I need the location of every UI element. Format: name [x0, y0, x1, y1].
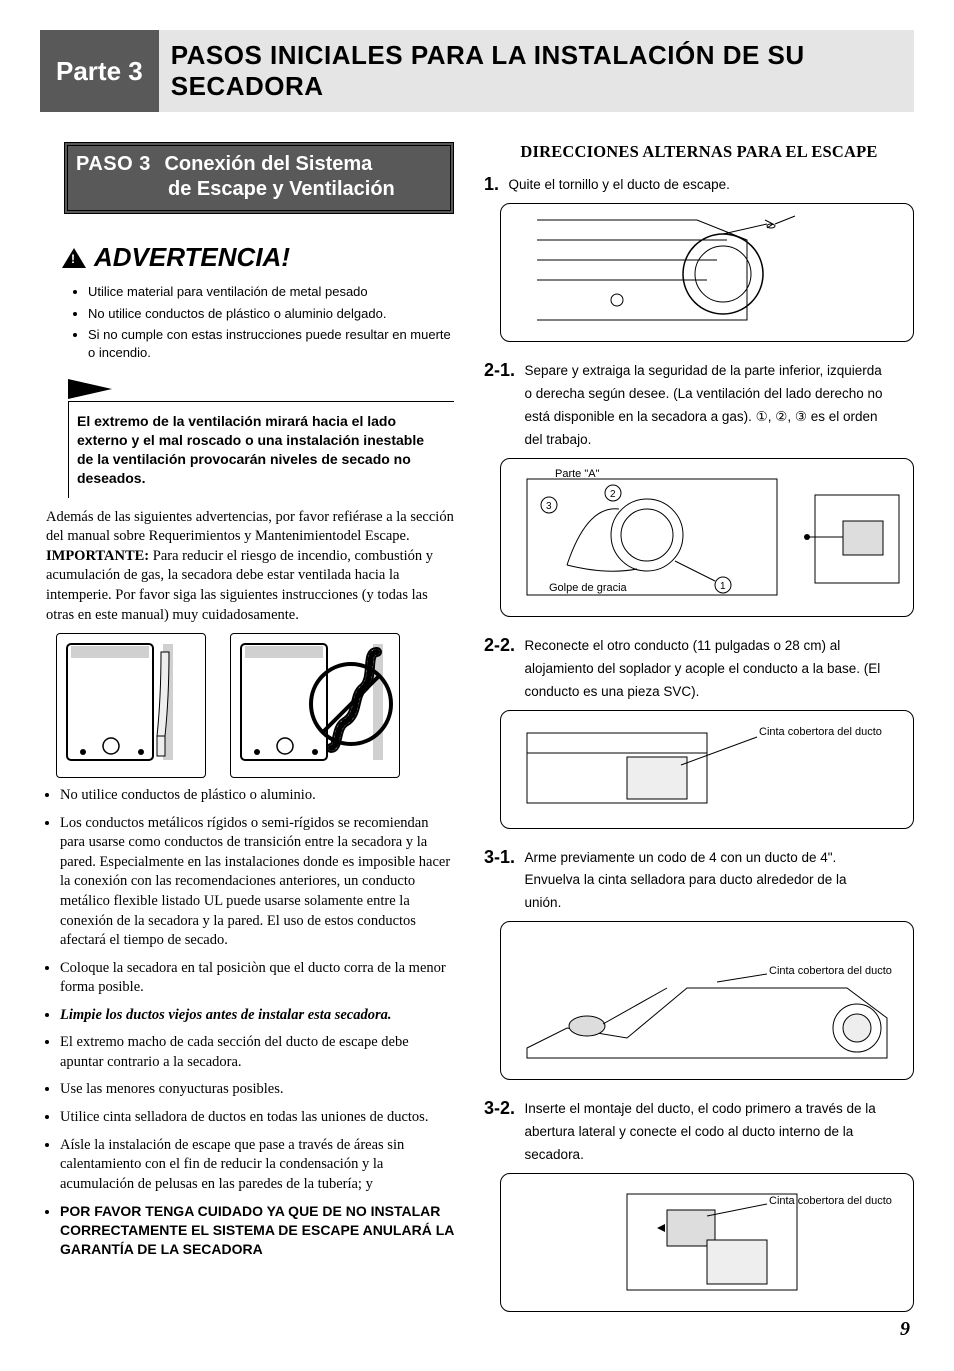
- part-box: Parte 3: [40, 30, 159, 112]
- label-cinta: Cinta cobertora del ducto: [759, 726, 882, 738]
- diagram-2-2: Cinta cobertora del ducto: [500, 710, 914, 829]
- warning-triangle-icon: [62, 248, 86, 268]
- step-line1: Conexión del Sistema: [164, 153, 372, 175]
- step-1: 1. Quite el tornillo y el ducto de escap…: [484, 174, 914, 197]
- intro-important: IMPORTANTE:: [46, 548, 149, 564]
- bullet-item: Use las menores conyucturas posibles.: [60, 1080, 454, 1100]
- step-2-1: 2-1. Separe y extraiga la seguridad de l…: [484, 360, 914, 452]
- intro-paragraph: Además de las siguientes advertencias, p…: [46, 508, 454, 625]
- step-label: PASO 3: [76, 153, 151, 175]
- title-row: Parte 3 PASOS INICIALES PARA LA INSTALAC…: [40, 30, 914, 112]
- step-text: Quite el tornillo y el ducto de escape.: [509, 174, 730, 197]
- intro-before: Además de las siguientes advertencias, p…: [46, 509, 454, 545]
- warning-item: No utilice conductos de plástico o alumi…: [88, 305, 454, 323]
- step-num: 2-1.: [484, 360, 515, 381]
- step-num: 1.: [484, 174, 499, 195]
- bullet-item: Los conductos metálicos rígidos o semi-r…: [60, 814, 454, 951]
- right-column: DIRECCIONES ALTERNAS PARA EL ESCAPE 1. Q…: [484, 142, 914, 1341]
- warning-list: Utilice material para ventilación de met…: [88, 283, 454, 361]
- bullet-item: Utilice cinta selladora de ductos en tod…: [60, 1108, 454, 1128]
- bullet-item: No utilice conductos de plástico o alumi…: [60, 786, 454, 806]
- diagram-1: [500, 203, 914, 342]
- warning-item: Si no cumple con estas instrucciones pue…: [88, 326, 454, 361]
- figure-row: [56, 633, 454, 778]
- step-num: 2-2.: [484, 635, 515, 656]
- bullet-item: Aísle la instalación de escape que pase …: [60, 1136, 454, 1195]
- step-3-1: 3-1. Arme previamente un codo de 4 con u…: [484, 847, 914, 916]
- warning-heading-text: ADVERTENCIA!: [94, 242, 290, 273]
- warning-item: Utilice material para ventilación de met…: [88, 283, 454, 301]
- label-parte-a: Parte "A": [555, 468, 600, 480]
- step-num: 3-2.: [484, 1098, 515, 1119]
- step-2-2: 2-2. Reconecte el otro conducto (11 pulg…: [484, 635, 914, 704]
- step-box: PASO 3 Conexión del Sistema de Escape y …: [64, 142, 454, 214]
- label-golpe: Golpe de gracia: [549, 582, 628, 594]
- bullet-list: No utilice conductos de plástico o alumi…: [60, 786, 454, 1259]
- page-number: 9: [484, 1318, 914, 1341]
- label-cinta: Cinta cobertora del ducto: [769, 1195, 892, 1207]
- bullet-item: Coloque la secadora en tal posiciòn que …: [60, 959, 454, 998]
- diagram-2-1: Parte "A" Golpe de gracia 3 2 1: [500, 458, 914, 617]
- warning-heading: ADVERTENCIA!: [62, 242, 454, 273]
- svg-text:1: 1: [720, 581, 726, 592]
- diagram-3-1: Cinta cobertora del ducto: [500, 921, 914, 1080]
- step-text: Inserte el montaje del ducto, el codo pr…: [525, 1098, 885, 1167]
- bullet-item-emph: Limpie los ductos viejos antes de instal…: [60, 1006, 454, 1026]
- step-text: Separe y extraiga la seguridad de la par…: [525, 360, 885, 452]
- callout-box: El extremo de la ventilación mirará haci…: [68, 401, 454, 498]
- figure-good: [56, 633, 206, 778]
- bullet-item: El extremo macho de cada sección del duc…: [60, 1033, 454, 1072]
- bullet-item-bold: POR FAVOR TENGA CUIDADO YA QUE DE NO INS…: [60, 1202, 454, 1259]
- figure-bad: [230, 633, 400, 778]
- step-text: Reconecte el otro conducto (11 pulgadas …: [525, 635, 885, 704]
- left-column: PASO 3 Conexión del Sistema de Escape y …: [40, 142, 454, 1341]
- svg-text:3: 3: [546, 501, 552, 512]
- svg-text:2: 2: [610, 489, 616, 500]
- step-line2: de Escape y Ventilación: [76, 177, 442, 202]
- step-num: 3-1.: [484, 847, 515, 868]
- title-bar: PASOS INICIALES PARA LA INSTALACIÓN DE S…: [159, 30, 914, 112]
- label-cinta: Cinta cobertora del ducto: [769, 965, 892, 977]
- arrow-tab-icon: [68, 379, 112, 399]
- step-text: Arme previamente un codo de 4 con un duc…: [525, 847, 885, 916]
- columns: PASO 3 Conexión del Sistema de Escape y …: [40, 142, 914, 1341]
- right-heading: DIRECCIONES ALTERNAS PARA EL ESCAPE: [484, 142, 914, 162]
- step-3-2: 3-2. Inserte el montaje del ducto, el co…: [484, 1098, 914, 1167]
